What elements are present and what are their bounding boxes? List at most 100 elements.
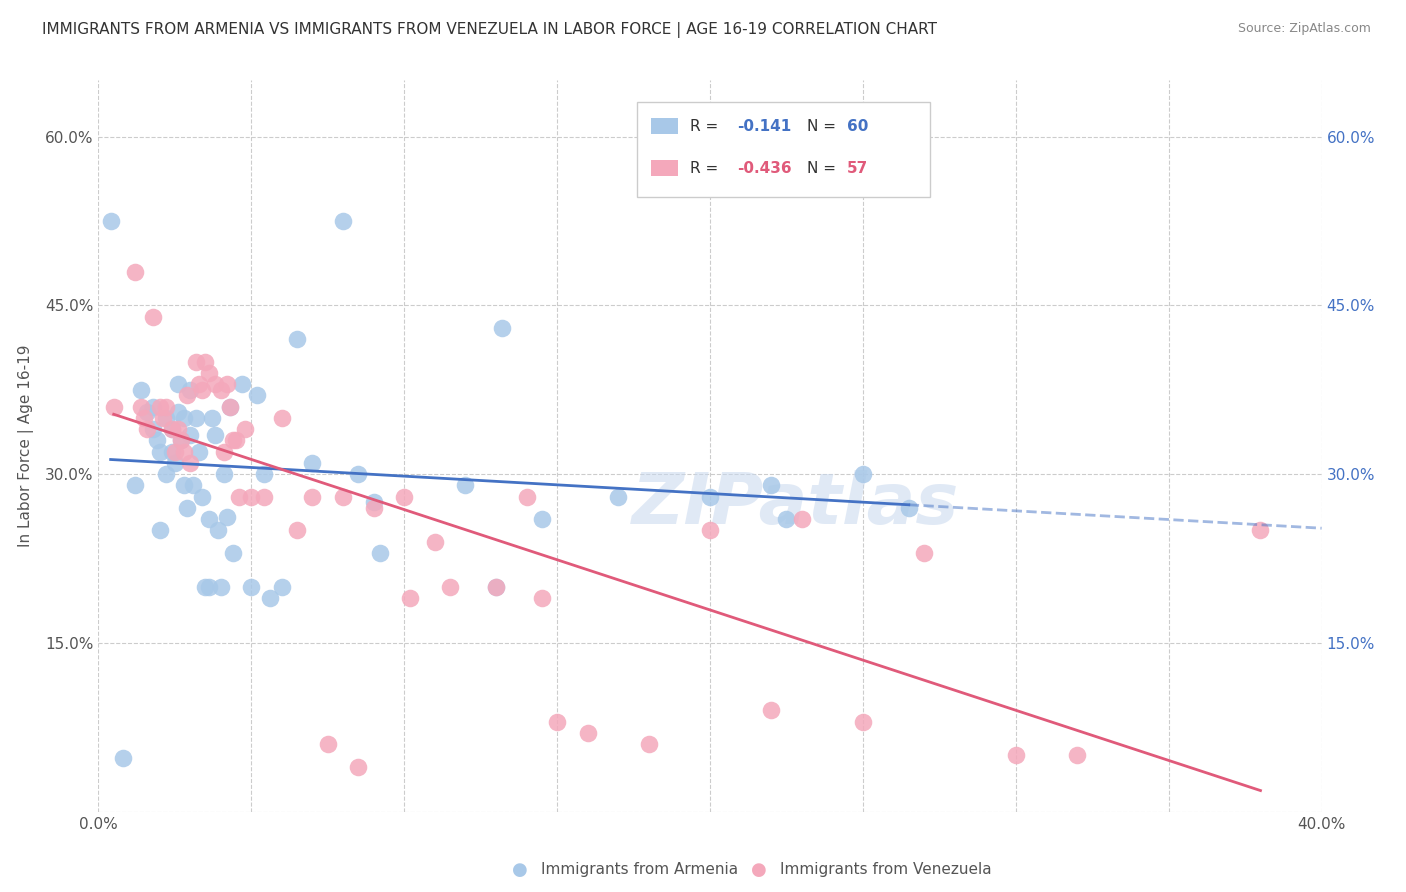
Point <box>160 422 183 436</box>
Point <box>194 580 217 594</box>
Point <box>439 580 461 594</box>
Point <box>170 434 193 448</box>
Point <box>219 400 242 414</box>
Point <box>912 546 935 560</box>
Point <box>167 377 190 392</box>
Point <box>222 434 245 448</box>
Point <box>775 512 797 526</box>
Text: 60: 60 <box>846 119 869 134</box>
Point <box>173 410 195 425</box>
Point <box>142 422 165 436</box>
Point <box>1004 748 1026 763</box>
Point <box>259 591 281 605</box>
Text: N =: N = <box>807 119 841 134</box>
Point <box>252 490 274 504</box>
Point <box>1249 524 1271 538</box>
Point <box>136 422 159 436</box>
Text: Immigrants from Venezuela: Immigrants from Venezuela <box>780 863 993 877</box>
Point <box>240 580 263 594</box>
Point <box>219 400 242 414</box>
Point <box>215 377 238 392</box>
Text: R =: R = <box>690 161 724 176</box>
Point <box>179 427 201 442</box>
Point <box>209 383 232 397</box>
Point <box>454 478 477 492</box>
Point <box>145 434 167 448</box>
Point <box>155 410 177 425</box>
Point <box>212 467 235 482</box>
Point <box>852 714 875 729</box>
Point <box>197 512 219 526</box>
Point <box>301 490 323 504</box>
Text: N =: N = <box>807 161 841 176</box>
Point <box>246 388 269 402</box>
Point <box>129 383 152 397</box>
Point <box>100 214 122 228</box>
Point <box>607 490 630 504</box>
Point <box>270 580 292 594</box>
Point <box>252 467 274 482</box>
Point <box>160 422 183 436</box>
Point <box>759 703 782 717</box>
Text: ZIPatlas: ZIPatlas <box>631 470 959 539</box>
Point <box>332 214 354 228</box>
Point <box>392 490 416 504</box>
Text: R =: R = <box>690 119 724 134</box>
Point <box>155 467 177 482</box>
Point <box>142 310 165 324</box>
Point <box>233 422 256 436</box>
Point <box>136 405 159 419</box>
Point <box>179 383 201 397</box>
Point <box>301 456 323 470</box>
Point <box>194 354 217 368</box>
FancyBboxPatch shape <box>651 119 678 135</box>
Point <box>759 478 782 492</box>
Point <box>160 444 183 458</box>
Text: -0.436: -0.436 <box>737 161 792 176</box>
Point <box>485 580 508 594</box>
Point <box>347 760 370 774</box>
Text: -0.141: -0.141 <box>737 119 792 134</box>
Point <box>170 434 193 448</box>
FancyBboxPatch shape <box>651 160 678 176</box>
Y-axis label: In Labor Force | Age 16-19: In Labor Force | Age 16-19 <box>18 344 34 548</box>
Point <box>186 354 208 368</box>
Point <box>852 467 875 482</box>
Point <box>142 400 165 414</box>
Point <box>163 456 186 470</box>
Point <box>155 400 177 414</box>
Point <box>167 405 190 419</box>
Point <box>149 400 172 414</box>
Point <box>152 410 174 425</box>
Point <box>368 546 391 560</box>
Point <box>188 377 211 392</box>
Point <box>103 400 125 414</box>
Point <box>163 444 186 458</box>
Point <box>207 524 229 538</box>
Point <box>332 490 354 504</box>
Point <box>176 500 198 515</box>
Point <box>222 546 245 560</box>
Point <box>576 726 599 740</box>
Point <box>530 591 553 605</box>
Point <box>197 580 219 594</box>
Point <box>191 490 214 504</box>
Point <box>124 478 146 492</box>
Point <box>181 478 204 492</box>
Point <box>485 580 508 594</box>
Point <box>204 427 226 442</box>
Point <box>215 509 238 524</box>
Text: IMMIGRANTS FROM ARMENIA VS IMMIGRANTS FROM VENEZUELA IN LABOR FORCE | AGE 16-19 : IMMIGRANTS FROM ARMENIA VS IMMIGRANTS FR… <box>42 22 938 38</box>
Point <box>179 456 201 470</box>
Point <box>637 737 661 751</box>
Point <box>209 580 232 594</box>
Point <box>149 524 172 538</box>
Point <box>1066 748 1088 763</box>
Point <box>897 500 920 515</box>
Point <box>212 444 235 458</box>
Point <box>285 332 308 346</box>
Point <box>790 512 813 526</box>
Point <box>491 321 513 335</box>
Point <box>228 490 250 504</box>
FancyBboxPatch shape <box>637 103 931 197</box>
